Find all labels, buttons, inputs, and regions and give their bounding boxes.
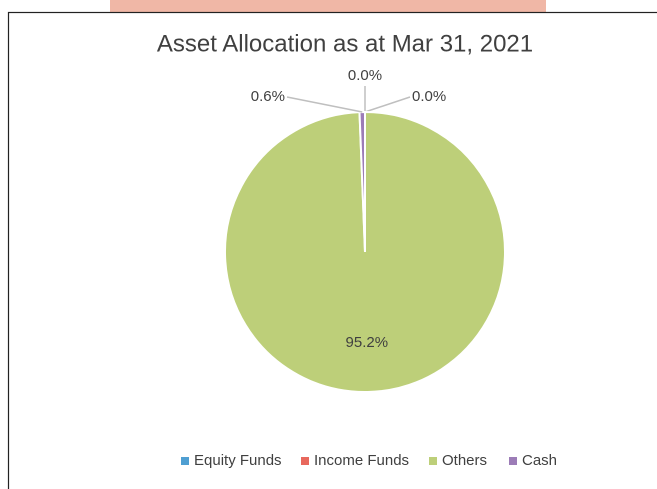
- legend-swatch: [509, 457, 517, 465]
- legend-swatch: [181, 457, 189, 465]
- legend-swatch: [301, 457, 309, 465]
- legend-label: Income Funds: [314, 452, 409, 469]
- data-label: 0.0%: [412, 88, 446, 105]
- legend-label: Others: [442, 452, 487, 469]
- chart-title: Asset Allocation as at Mar 31, 2021: [157, 30, 533, 57]
- legend-label: Equity Funds: [194, 452, 282, 469]
- data-label: 0.6%: [251, 88, 285, 105]
- pie: 0.0% 0.0% 95.2% 0.6%: [224, 67, 506, 393]
- legend-swatch: [429, 457, 437, 465]
- top-band: [110, 0, 546, 12]
- data-label: 0.0%: [348, 67, 382, 84]
- data-label: 95.2%: [346, 334, 389, 351]
- legend-label: Cash: [522, 452, 557, 469]
- leader-line: [364, 96, 411, 113]
- legend: Equity Funds Income Funds Others Cash: [181, 452, 557, 469]
- leader-line: [286, 96, 363, 113]
